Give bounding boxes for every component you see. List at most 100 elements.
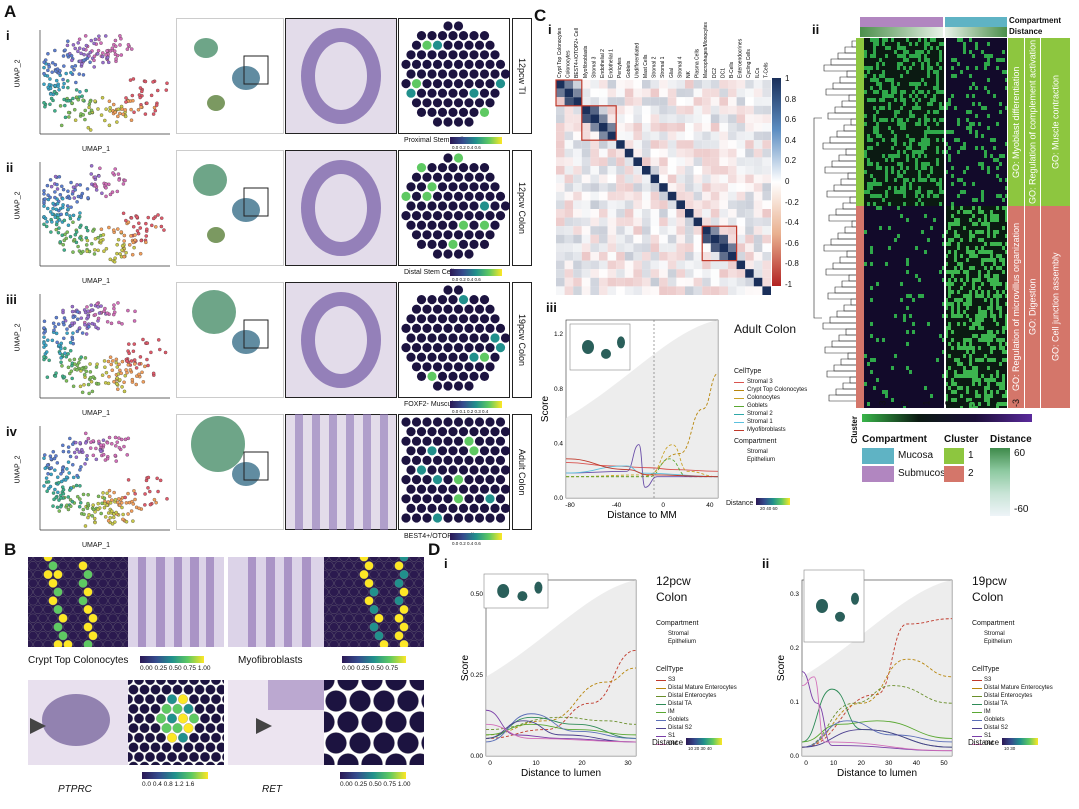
legend-celltype-item: S3 [984,677,992,683]
score-curve [485,720,637,743]
correlation-cell [753,269,763,278]
correlation-cell [676,277,685,287]
score-curve [801,676,953,752]
correlation-cell [607,252,617,261]
inset-tissue-spot [851,592,859,605]
legend-swatch [734,390,744,391]
distance-legend-title: Distance [968,738,1000,747]
correlation-cell [599,209,608,218]
legend-compartment-title: Compartment [862,434,928,445]
correlation-cell [624,191,634,201]
score-curve [801,658,953,748]
correlation-cell [590,123,599,132]
correlation-cell [607,234,617,244]
correlation-cell [745,217,754,227]
correlation-cell [650,286,660,295]
umap-iv [39,426,170,531]
correlation-cell [685,269,694,278]
correlation-cell [710,140,720,149]
correlation-cell [642,286,651,295]
correlation-cell [616,131,625,141]
correlation-cell [685,174,694,184]
correlation-cell [685,191,694,201]
correlation-cell [762,252,771,261]
legend-swatch [972,728,982,729]
correlation-cell [581,200,591,209]
histology-shapes-iv [295,414,388,530]
legend-celltype-item: Distal S2 [984,725,1009,731]
correlation-cell [667,286,677,295]
correlation-cell [633,148,642,158]
correlation-cell [590,105,599,115]
panel-cii-label: ii [812,22,820,37]
correlation-cell [719,80,728,89]
correlation-cell [633,88,642,98]
correlation-cell [564,166,574,175]
correlation-cell [667,80,677,89]
correlation-cell [607,131,617,141]
correlation-cell [676,191,685,201]
umap-y-label-iv: UMAP_2 [14,455,22,484]
correlation-cell [564,209,574,218]
correlation-cell [616,217,625,227]
correlation-cell [633,252,642,261]
correlation-cell [633,269,642,278]
correlation-cell [633,97,642,106]
correlation-cell [616,252,625,261]
correlation-cell [745,88,754,98]
colorbar-tick: 1 [785,74,790,83]
go-term-band-6: GO: Cell junction assembly [1041,206,1071,408]
correlation-cell [616,277,625,287]
correlation-cell [753,123,763,132]
correlation-cell [642,140,651,149]
correlation-cell [745,140,754,149]
correlation-cell [710,217,720,227]
score-curve [485,723,637,736]
correlation-cell [659,123,668,132]
correlation-cell [633,174,642,184]
correlation-cell [650,105,660,115]
correlation-cell [693,260,703,270]
spot-hex-iii [401,285,510,391]
correlation-cell [753,217,763,227]
correlation-cell [710,260,720,270]
correlation-cell [624,243,634,252]
correlation-cell [667,114,677,123]
legend-celltype-item: IM [668,709,675,715]
correlation-cell [702,80,711,89]
correlation-cell [693,252,703,261]
correlation-cell [659,226,668,235]
correlation-cell [624,166,634,175]
celltype-column-label: Pericytes [617,57,623,78]
correlation-cell [753,260,763,270]
correlation-cell [642,88,651,98]
correlation-cell [642,217,651,227]
cluster-box [701,225,738,262]
legend-celltype-item: Distal TA [668,701,692,707]
correlation-cell [590,226,599,235]
correlation-cell [564,243,574,252]
correlation-cell [599,97,608,106]
correlation-cell [590,209,599,218]
correlation-cell [719,226,728,235]
correlation-cell [633,243,642,252]
correlation-cell [685,123,694,132]
correlation-cell [590,131,599,141]
celltype-column-label: DC2 [712,68,718,78]
correlation-cell [719,200,728,209]
inset-tissue-spot [835,611,845,622]
correlation-cell [650,183,660,192]
distance-colorbar [686,738,722,745]
umap-i [39,30,170,135]
correlation-cell [667,123,677,132]
legend-swatch [972,744,982,745]
myofibroblast-hex-grid [324,557,424,647]
panel-ciii-label: iii [546,300,557,315]
correlation-cell [676,174,685,184]
correlation-cell [581,174,591,184]
score-curve [485,716,637,731]
celltype-column-label: B-Cells [729,61,735,78]
compartment-bar-submucosa [860,17,943,27]
correlation-cell [710,200,720,209]
correlation-cell [556,209,565,218]
